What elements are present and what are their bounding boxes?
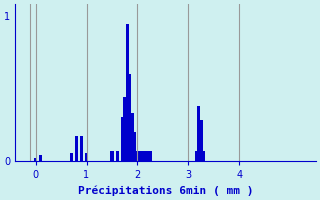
Bar — [123, 97, 126, 161]
Bar — [133, 132, 136, 161]
Bar — [141, 151, 144, 161]
Bar — [200, 120, 203, 161]
Bar — [70, 153, 73, 161]
Bar — [85, 153, 88, 161]
Bar — [136, 151, 139, 161]
Bar — [39, 155, 42, 161]
Bar — [128, 74, 131, 161]
Bar — [146, 151, 149, 161]
Bar — [126, 24, 129, 161]
Bar — [116, 151, 119, 161]
Bar — [139, 151, 141, 161]
Bar — [110, 151, 114, 161]
Bar — [131, 113, 134, 161]
Bar — [195, 151, 197, 161]
Bar — [149, 151, 152, 161]
Bar — [202, 151, 205, 161]
X-axis label: Précipitations 6min ( mm ): Précipitations 6min ( mm ) — [78, 185, 253, 196]
Bar — [75, 136, 78, 161]
Bar — [144, 151, 147, 161]
Bar — [197, 106, 200, 161]
Bar — [80, 136, 83, 161]
Bar — [121, 117, 124, 161]
Bar — [34, 158, 37, 161]
